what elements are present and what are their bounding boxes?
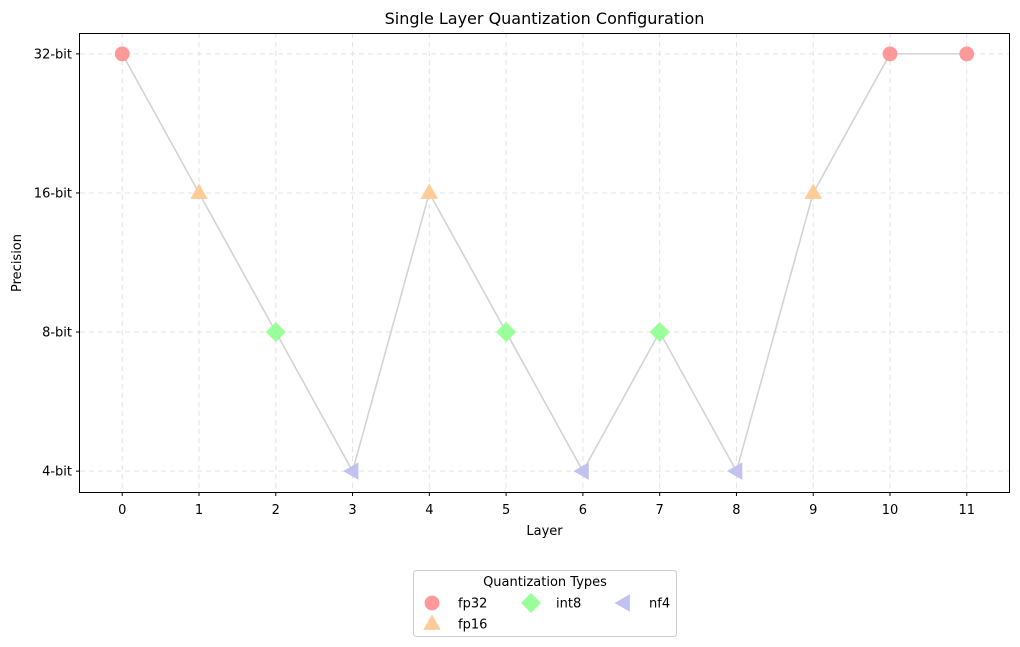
legend-title: Quantization Types bbox=[483, 575, 607, 590]
chart-title: Single Layer Quantization Configuration bbox=[385, 9, 705, 28]
x-tick-label: 7 bbox=[656, 503, 664, 518]
marker-fp32 bbox=[882, 46, 898, 62]
x-tick-label: 6 bbox=[579, 503, 587, 518]
marker-int8 bbox=[649, 322, 670, 343]
marker-fp16 bbox=[420, 183, 439, 199]
legend-marker-fp16 bbox=[423, 614, 441, 630]
legend-label-nf4: nf4 bbox=[649, 597, 670, 612]
x-tick-label: 10 bbox=[882, 503, 899, 518]
legend-marker-int8 bbox=[521, 593, 541, 613]
x-tick-label: 1 bbox=[195, 503, 203, 518]
y-axis-ticks: 4-bit 8-bit 16-bit 32-bit bbox=[34, 47, 80, 480]
y-tick-label: 4-bit bbox=[42, 465, 72, 480]
x-tick-label: 3 bbox=[348, 503, 356, 518]
x-tick-label: 8 bbox=[732, 503, 740, 518]
legend-label-fp16: fp16 bbox=[458, 618, 487, 633]
legend-label-int8: int8 bbox=[556, 597, 581, 612]
y-tick-label: 32-bit bbox=[34, 47, 72, 62]
legend-marker-fp32 bbox=[424, 595, 440, 611]
y-tick-label: 16-bit bbox=[34, 186, 72, 201]
plot-frame bbox=[79, 33, 1010, 493]
x-tick-label: 2 bbox=[272, 503, 280, 518]
marker-int8 bbox=[496, 322, 517, 343]
x-tick-label: 5 bbox=[502, 503, 510, 518]
y-tick-label: 8-bit bbox=[42, 326, 72, 341]
data-markers bbox=[114, 46, 975, 480]
x-tick-label: 0 bbox=[118, 503, 126, 518]
x-tick-label: 11 bbox=[958, 503, 975, 518]
marker-fp32 bbox=[959, 46, 975, 62]
legend-box bbox=[413, 570, 677, 637]
legend-label-fp32: fp32 bbox=[458, 597, 487, 612]
x-tick-label: 9 bbox=[809, 503, 817, 518]
layer-precision-line bbox=[121, 53, 967, 474]
marker-fp32 bbox=[114, 46, 130, 62]
x-axis-ticks: 0 1 2 3 4 5 6 7 8 9 10 11 bbox=[118, 492, 975, 518]
x-tick-label: 4 bbox=[425, 503, 433, 518]
legend: Quantization Types fp32 fp16 int8 nf4 bbox=[413, 570, 677, 637]
grid bbox=[80, 33, 1009, 492]
legend-entries: fp32 fp16 int8 nf4 bbox=[423, 593, 670, 633]
marker-nf4 bbox=[343, 462, 359, 480]
marker-fp16 bbox=[804, 183, 822, 199]
legend-marker-nf4 bbox=[614, 594, 630, 612]
y-axis-label: Precision bbox=[10, 234, 25, 292]
x-axis-label: Layer bbox=[526, 524, 563, 539]
marker-fp16 bbox=[190, 183, 208, 199]
marker-nf4 bbox=[726, 462, 743, 480]
marker-int8 bbox=[265, 322, 286, 343]
series-line bbox=[121, 53, 967, 474]
marker-nf4 bbox=[573, 462, 589, 480]
